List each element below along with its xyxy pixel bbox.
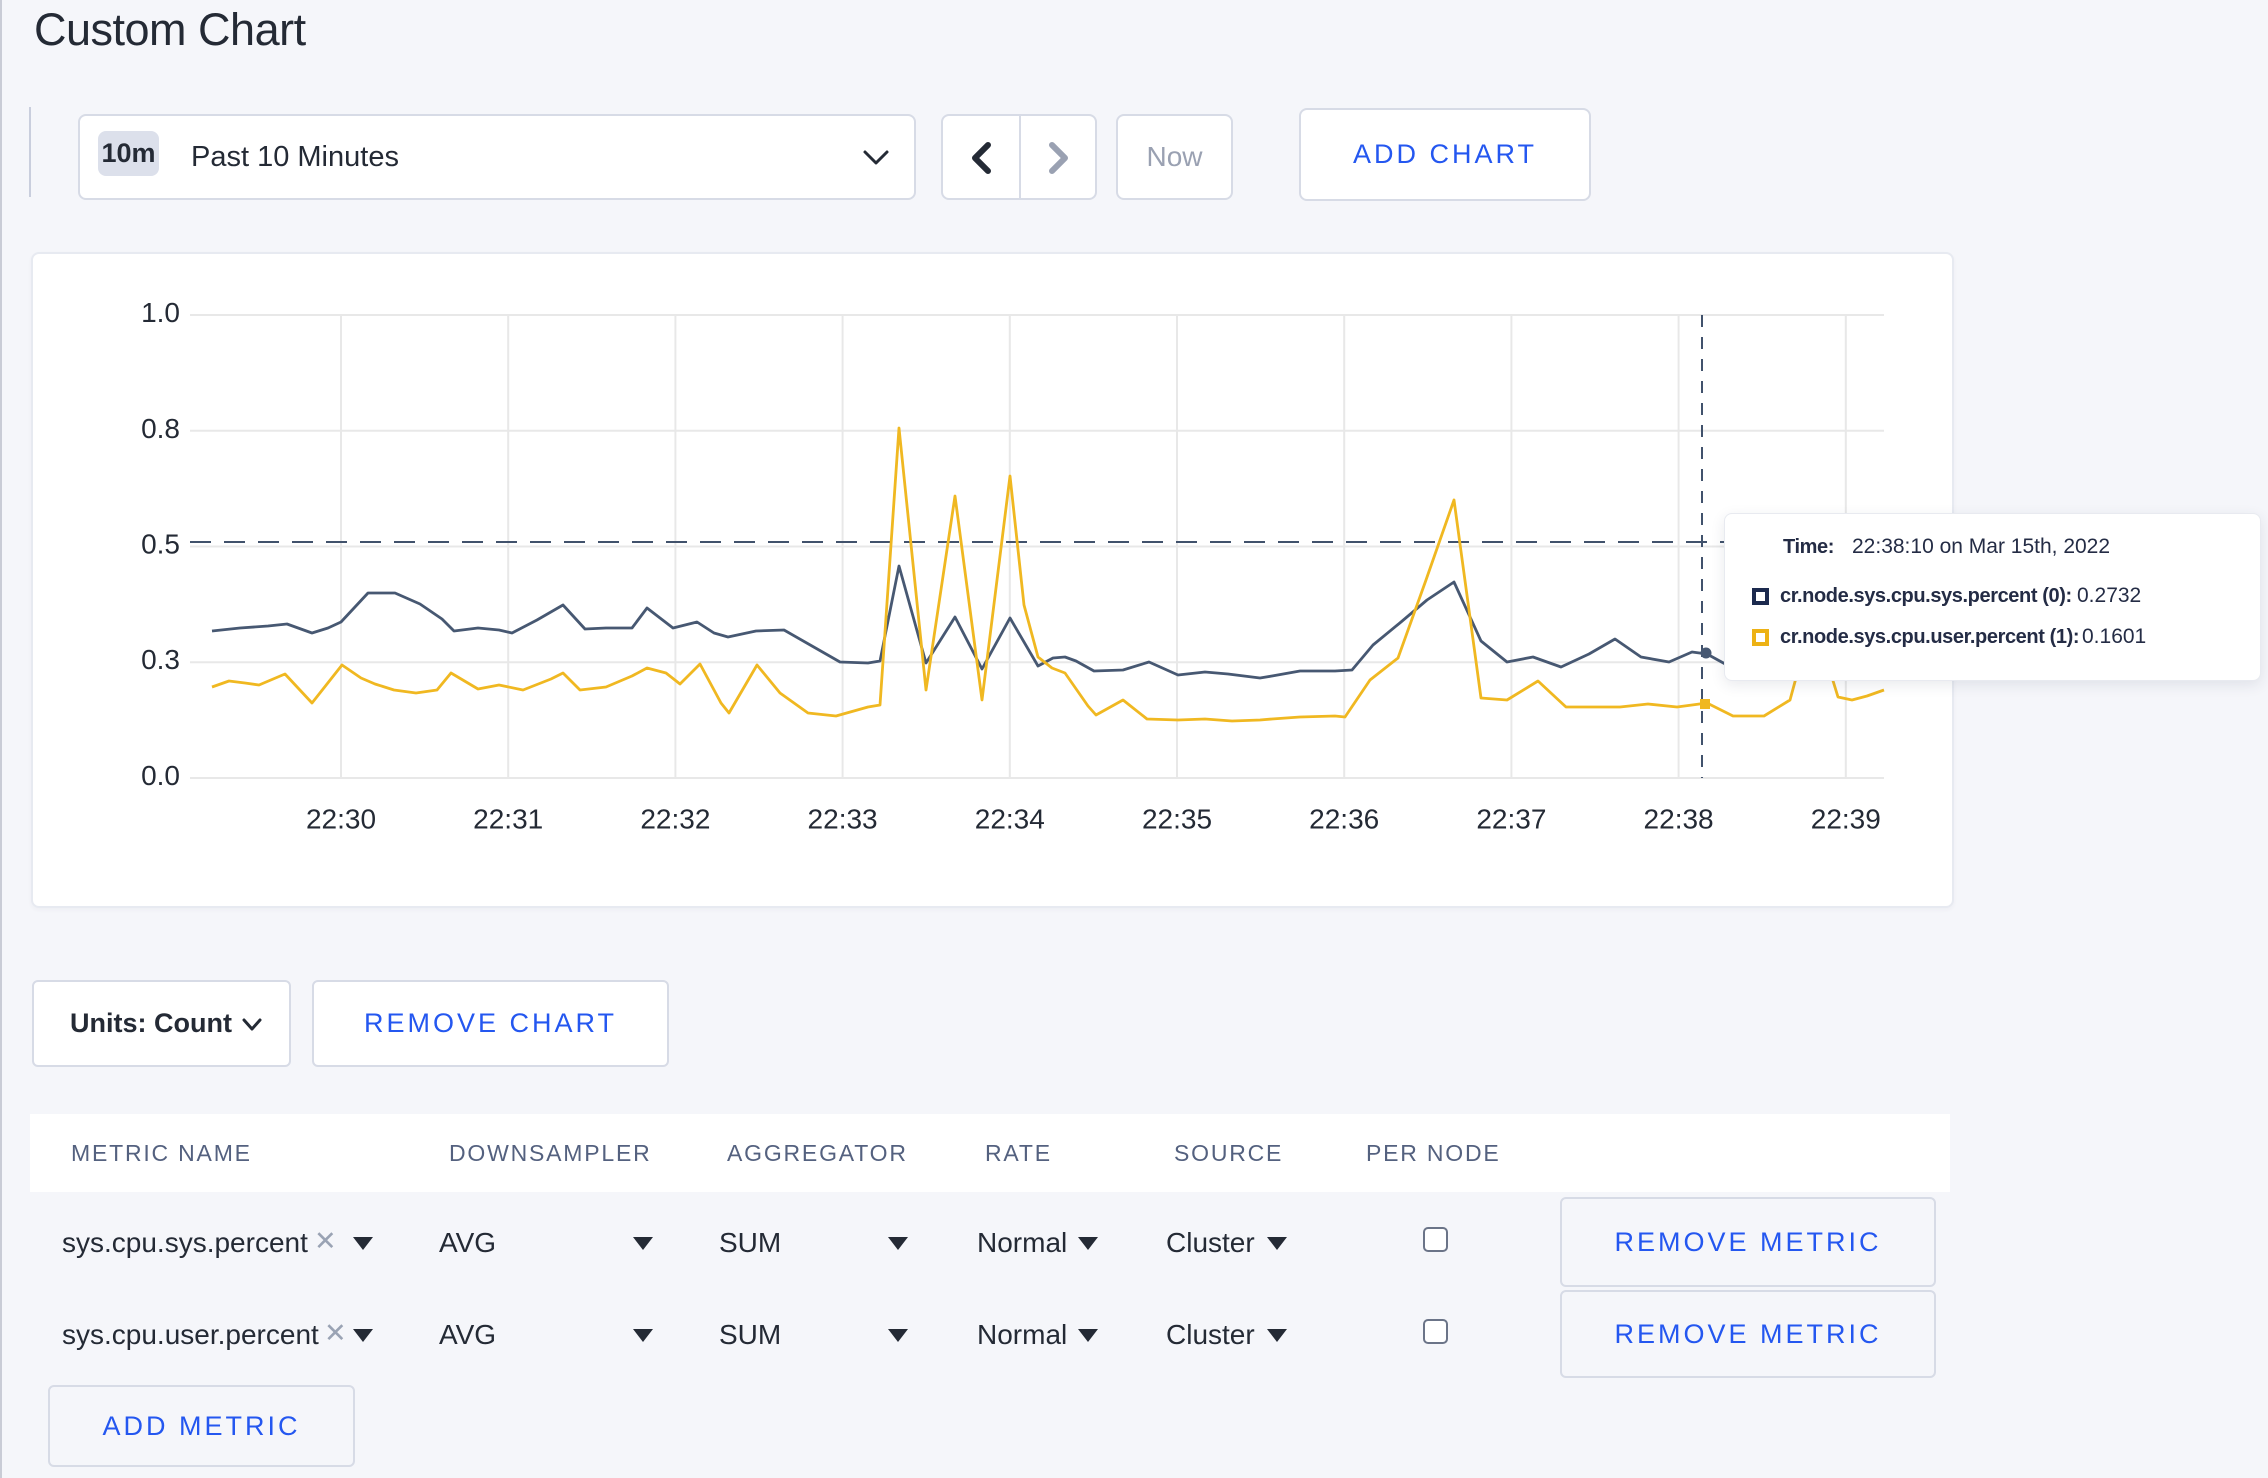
svg-text:22:37: 22:37 <box>1476 804 1546 835</box>
svg-text:22:31: 22:31 <box>473 804 543 835</box>
svg-text:22:38: 22:38 <box>1644 804 1714 835</box>
svg-text:22:35: 22:35 <box>1142 804 1212 835</box>
svg-text:0.0: 0.0 <box>141 760 180 791</box>
svg-text:1.0: 1.0 <box>141 297 180 328</box>
svg-text:0.5: 0.5 <box>141 529 180 560</box>
svg-text:22:34: 22:34 <box>975 804 1045 835</box>
svg-text:22:36: 22:36 <box>1309 804 1379 835</box>
svg-text:22:33: 22:33 <box>808 804 878 835</box>
svg-text:22:30: 22:30 <box>306 804 376 835</box>
svg-text:22:39: 22:39 <box>1811 804 1881 835</box>
svg-text:22:32: 22:32 <box>640 804 710 835</box>
svg-text:0.8: 0.8 <box>141 413 180 444</box>
svg-text:0.3: 0.3 <box>141 644 180 675</box>
